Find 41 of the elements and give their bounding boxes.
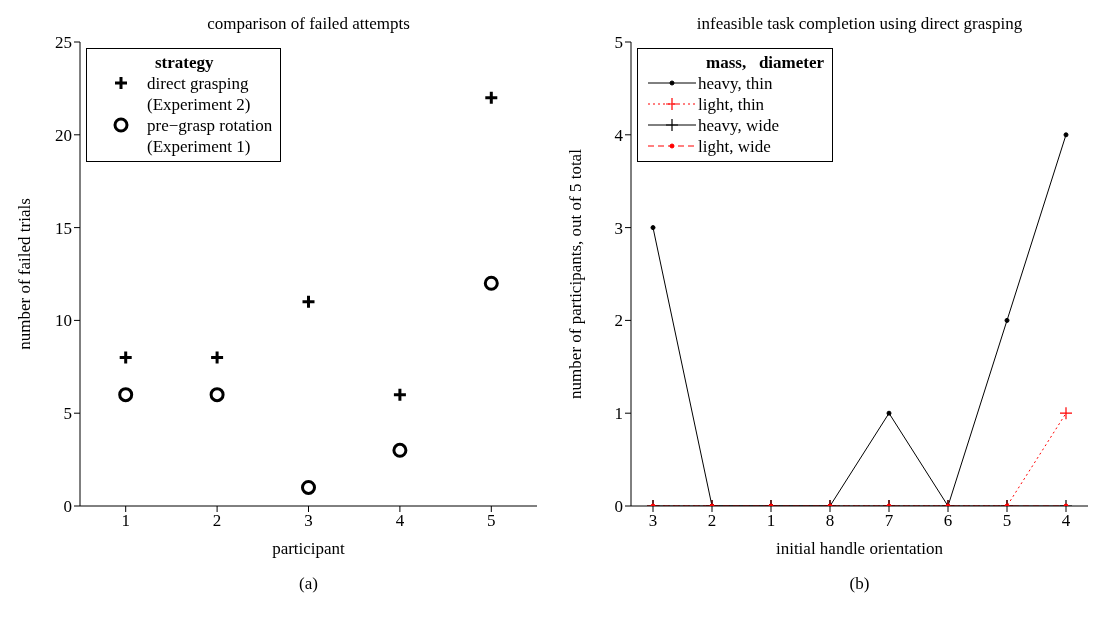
x-tick-label: 1 — [766, 511, 776, 531]
y-tick-label: 4 — [614, 125, 624, 145]
legend-label: direct grasping (Experiment 2) — [147, 73, 251, 115]
y-tick-label: 25 — [55, 33, 72, 53]
text: (a) — [298, 574, 319, 594]
x-tick-label: 4 — [1061, 511, 1071, 531]
chart-title: comparison of failed attempts — [206, 14, 411, 34]
text: (b) — [848, 574, 871, 594]
y-tick-label: 20 — [55, 125, 72, 145]
legend-title: strategy — [154, 53, 215, 73]
y-tick-label: 2 — [614, 311, 623, 331]
x-tick-label: 4 — [395, 511, 405, 531]
x-tick-label: 1 — [121, 511, 130, 531]
y-axis-title: number of participants, out of 5 total — [566, 148, 586, 399]
legend-title: mass, diameter — [705, 53, 825, 73]
x-tick-label: 5 — [487, 511, 496, 531]
y-tick-label: 1 — [614, 404, 623, 424]
x-axis-title: initial handle orientation — [775, 539, 944, 558]
x-tick-label: 6 — [943, 511, 953, 531]
legend-label: light, wide — [698, 136, 771, 157]
chart-title: infeasible task completion using direct grasping — [695, 14, 1024, 34]
x-tick-label: 2 — [707, 511, 717, 531]
x-axis-title: participant — [272, 539, 346, 558]
x-tick-label: 3 — [304, 511, 313, 531]
x-tick-label: 5 — [1002, 511, 1012, 531]
y-tick-label: 5 — [63, 404, 72, 424]
y-tick-label: 15 — [55, 218, 72, 238]
y-tick-label: 0 — [614, 497, 623, 517]
x-tick-label: 3 — [648, 511, 658, 531]
x-tick-label: 2 — [212, 511, 222, 531]
legend-label: pre−grasp rotation (Experiment 1) — [147, 115, 273, 157]
y-tick-label: 0 — [63, 497, 72, 517]
legend-label: heavy, wide — [698, 115, 780, 136]
y-axis-title: number of failed trials — [15, 198, 35, 350]
y-tick-label: 5 — [614, 33, 623, 53]
x-tick-label: 7 — [884, 511, 894, 531]
legend-label: heavy, thin — [698, 73, 773, 94]
x-tick-label: 8 — [825, 511, 835, 531]
legend-label: light, thin — [698, 94, 765, 115]
y-tick-label: 10 — [55, 311, 72, 331]
y-tick-label: 3 — [614, 218, 623, 238]
